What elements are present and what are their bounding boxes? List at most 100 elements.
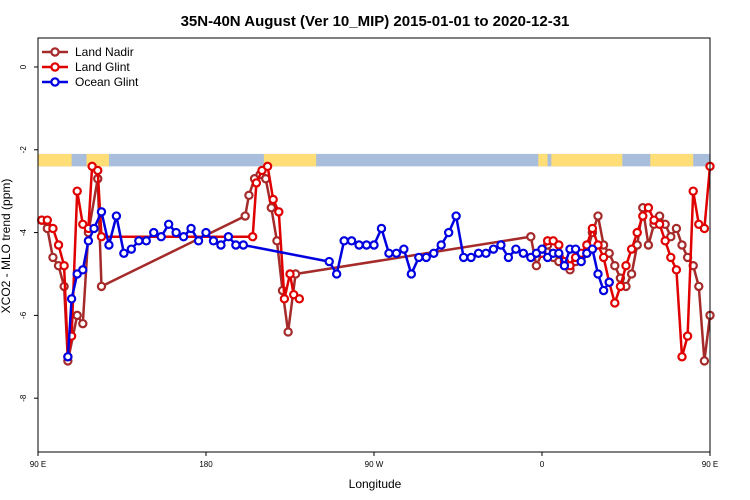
data-point xyxy=(346,236,357,246)
x-tick-label: 90 E xyxy=(702,460,718,469)
data-point xyxy=(621,261,631,271)
data-point xyxy=(119,248,129,258)
data-point xyxy=(554,240,564,250)
data-point xyxy=(163,219,174,229)
legend-label: Ocean Glint xyxy=(75,75,139,89)
series-land-nadir xyxy=(37,169,715,366)
data-point xyxy=(104,240,114,250)
data-point xyxy=(193,236,204,246)
data-point xyxy=(694,281,704,292)
land-band-5 xyxy=(650,153,694,167)
data-point xyxy=(247,232,258,242)
data-point xyxy=(638,211,648,221)
data-point xyxy=(598,252,609,263)
data-point xyxy=(369,240,379,250)
legend-entry: Land Nadir xyxy=(42,45,134,59)
chart-title: 35N-40N August (Ver 10_MIP) 2015-01-01 t… xyxy=(181,13,570,30)
data-point xyxy=(593,211,603,221)
data-point xyxy=(615,281,626,292)
surface-type-band xyxy=(38,153,710,167)
legend-label: Land Nadir xyxy=(75,45,134,59)
data-point xyxy=(274,207,284,217)
data-point xyxy=(266,203,277,213)
series-layer xyxy=(37,161,715,366)
data-point xyxy=(171,227,181,238)
y-axis-ticks: 0 -2 -4 -6 -8 xyxy=(19,64,38,402)
data-point xyxy=(283,327,293,337)
data-point xyxy=(473,248,484,258)
data-point xyxy=(78,318,88,329)
data-point xyxy=(376,223,387,234)
data-point xyxy=(178,232,189,242)
x-tick-label: 0 xyxy=(540,460,545,469)
data-point xyxy=(66,294,77,304)
data-point xyxy=(48,252,58,263)
data-point xyxy=(677,240,687,250)
data-point xyxy=(660,236,670,246)
data-point xyxy=(587,244,598,254)
x-tick-label: 180 xyxy=(199,460,213,469)
y-tick-label: 0 xyxy=(19,64,28,69)
data-point xyxy=(688,186,698,196)
data-point xyxy=(429,248,439,258)
data-point xyxy=(632,227,642,238)
data-point xyxy=(391,248,402,258)
data-point xyxy=(111,211,122,221)
data-point xyxy=(216,240,226,250)
data-point xyxy=(443,227,454,238)
data-point xyxy=(518,248,529,258)
data-point xyxy=(399,244,409,254)
data-point xyxy=(83,236,94,246)
data-point xyxy=(414,252,424,263)
data-point xyxy=(208,236,219,246)
data-point xyxy=(682,331,693,341)
data-point xyxy=(593,269,603,279)
data-point xyxy=(384,248,394,258)
data-point xyxy=(339,236,349,246)
data-point xyxy=(294,294,305,304)
data-point xyxy=(526,232,536,242)
data-point xyxy=(626,244,637,254)
data-point xyxy=(331,269,342,279)
data-point xyxy=(610,298,620,308)
data-point xyxy=(268,194,278,205)
data-point xyxy=(96,207,107,217)
data-point xyxy=(626,269,637,279)
land-band-4 xyxy=(551,153,623,167)
data-point xyxy=(576,256,586,267)
series-ocean-glint xyxy=(63,207,614,362)
data-point xyxy=(610,261,620,271)
data-point xyxy=(554,248,564,258)
data-point xyxy=(451,211,461,221)
data-point xyxy=(279,294,290,304)
data-point xyxy=(186,223,196,234)
data-point xyxy=(604,277,614,287)
data-point xyxy=(671,223,682,234)
data-point xyxy=(481,248,491,258)
data-point xyxy=(503,252,514,263)
data-point xyxy=(93,165,103,176)
data-point xyxy=(643,203,654,213)
data-point xyxy=(537,244,547,254)
data-point xyxy=(643,240,654,250)
data-point xyxy=(251,178,262,188)
y-axis-label: XCO2 - MLO trend (ppm) xyxy=(0,179,13,314)
data-point xyxy=(141,236,151,246)
x-tick-label: 90 E xyxy=(30,460,46,469)
data-point xyxy=(63,352,73,362)
data-point xyxy=(699,356,710,366)
data-point xyxy=(72,310,82,321)
data-point xyxy=(53,240,64,250)
data-point xyxy=(42,215,53,225)
series-line xyxy=(40,173,712,362)
y-tick-label: -4 xyxy=(19,228,28,236)
land-band-2 xyxy=(263,153,317,167)
data-point xyxy=(201,227,211,238)
data-point xyxy=(354,240,364,250)
data-point xyxy=(361,240,372,250)
data-point xyxy=(48,223,58,234)
data-point xyxy=(59,261,69,271)
data-point xyxy=(285,269,295,279)
data-point xyxy=(134,236,144,246)
